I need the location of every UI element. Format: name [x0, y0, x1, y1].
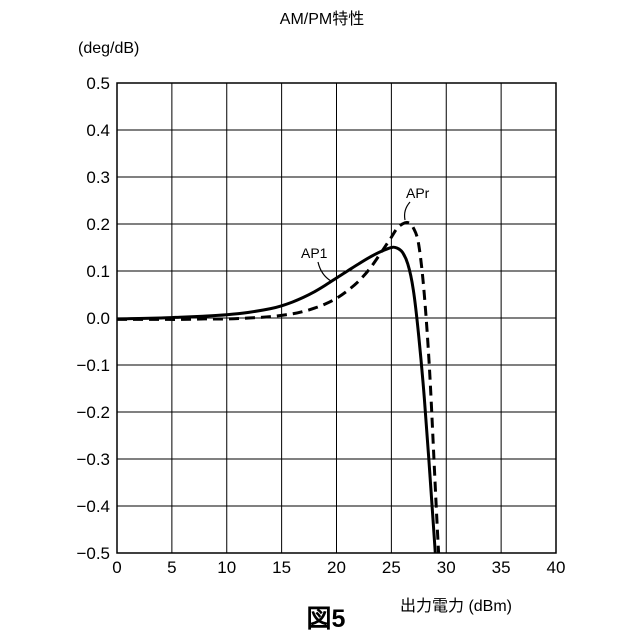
x-tick-label: 25 [382, 558, 401, 577]
y-tick-label: −0.1 [76, 356, 110, 375]
x-tick-label: 15 [272, 558, 291, 577]
y-tick-label: 0.2 [86, 215, 110, 234]
x-tick-label: 35 [492, 558, 511, 577]
y-tick-label: 0.0 [86, 309, 110, 328]
series-label-ap1: AP1 [301, 245, 328, 261]
series-line-apr [117, 222, 439, 553]
y-axis-label: (deg/dB) [78, 40, 139, 57]
x-tick-label: 20 [327, 558, 346, 577]
y-tick-label: 0.1 [86, 262, 110, 281]
y-tick-label: 0.4 [86, 121, 110, 140]
leader-line-apr [405, 202, 410, 220]
x-tick-label: 5 [167, 558, 176, 577]
y-tick-label: −0.2 [76, 403, 110, 422]
y-tick-labels: 0.5 0.4 0.3 0.2 0.1 0.0 −0.1 −0.2 −0.3 −0.4 −0.5 [76, 74, 110, 563]
x-tick-labels: 0 5 10 15 20 25 30 35 40 [112, 558, 565, 577]
y-tick-label: −0.3 [76, 450, 110, 469]
x-axis-label: 出力電力 (dBm) [400, 597, 512, 615]
figure-caption: 図5 [307, 605, 346, 633]
x-tick-label: 10 [217, 558, 236, 577]
series-line-ap1 [117, 247, 435, 553]
x-tick-label: 0 [112, 558, 121, 577]
x-tick-label: 30 [437, 558, 456, 577]
y-tick-label: −0.5 [76, 544, 110, 563]
series-label-apr: APr [406, 185, 430, 201]
y-tick-label: −0.4 [76, 497, 110, 516]
chart-title: AM/PM特性 [280, 10, 364, 28]
y-tick-label: 0.3 [86, 168, 110, 187]
y-tick-label: 0.5 [86, 74, 110, 93]
x-tick-label: 40 [547, 558, 566, 577]
series-lines [117, 222, 439, 553]
